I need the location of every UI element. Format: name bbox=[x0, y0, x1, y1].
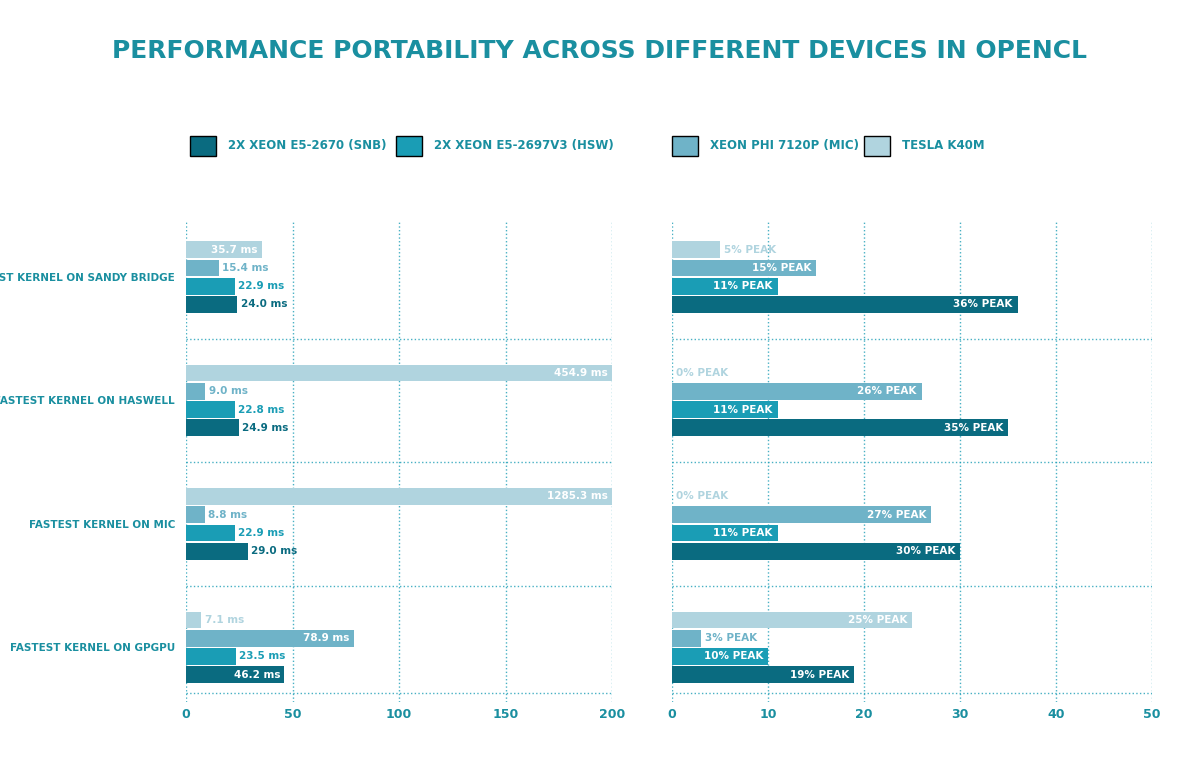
Bar bbox=[672, 296, 1018, 313]
Text: 78.9 ms: 78.9 ms bbox=[304, 633, 349, 643]
Text: 30% PEAK: 30% PEAK bbox=[896, 546, 955, 556]
Bar bbox=[186, 296, 238, 313]
Text: 22.9 ms: 22.9 ms bbox=[238, 528, 284, 538]
Text: 23.5 ms: 23.5 ms bbox=[240, 651, 286, 661]
Text: 2X XEON E5-2697V3 (HSW): 2X XEON E5-2697V3 (HSW) bbox=[434, 140, 614, 152]
Bar bbox=[672, 543, 960, 559]
Bar bbox=[186, 506, 205, 523]
Text: PERFORMANCE PORTABILITY ACROSS DIFFERENT DEVICES IN OPENCL: PERFORMANCE PORTABILITY ACROSS DIFFERENT… bbox=[113, 39, 1087, 62]
Bar bbox=[672, 629, 701, 647]
Text: 15% PEAK: 15% PEAK bbox=[752, 263, 811, 273]
Bar bbox=[186, 420, 239, 436]
Text: 454.9 ms: 454.9 ms bbox=[554, 368, 607, 378]
Text: TESLA K40M: TESLA K40M bbox=[902, 140, 985, 152]
Text: 5% PEAK: 5% PEAK bbox=[724, 245, 776, 254]
Text: 26% PEAK: 26% PEAK bbox=[858, 386, 917, 396]
Text: 36% PEAK: 36% PEAK bbox=[954, 300, 1013, 310]
Text: 9.0 ms: 9.0 ms bbox=[209, 386, 247, 396]
Text: 3% PEAK: 3% PEAK bbox=[704, 633, 757, 643]
Bar bbox=[672, 506, 931, 523]
Bar bbox=[186, 612, 202, 629]
Bar bbox=[186, 278, 235, 295]
Bar bbox=[186, 260, 218, 276]
Text: 2X XEON E5-2670 (SNB): 2X XEON E5-2670 (SNB) bbox=[228, 140, 386, 152]
Bar bbox=[672, 648, 768, 665]
Text: 0% PEAK: 0% PEAK bbox=[676, 368, 728, 378]
Bar bbox=[186, 666, 284, 683]
Text: 35% PEAK: 35% PEAK bbox=[944, 423, 1003, 433]
Text: XEON PHI 7120P (MIC): XEON PHI 7120P (MIC) bbox=[710, 140, 859, 152]
Bar bbox=[672, 420, 1008, 436]
Bar bbox=[186, 543, 247, 559]
Text: 22.8 ms: 22.8 ms bbox=[238, 405, 284, 414]
Text: 1285.3 ms: 1285.3 ms bbox=[547, 491, 607, 502]
Bar bbox=[186, 365, 612, 381]
Text: 11% PEAK: 11% PEAK bbox=[714, 528, 773, 538]
Bar bbox=[672, 383, 922, 399]
Bar bbox=[186, 488, 612, 505]
Bar bbox=[672, 666, 854, 683]
Bar bbox=[186, 241, 262, 258]
Bar bbox=[186, 401, 234, 418]
Text: 29.0 ms: 29.0 ms bbox=[251, 546, 298, 556]
Bar bbox=[186, 629, 354, 647]
Bar bbox=[672, 401, 778, 418]
Text: 11% PEAK: 11% PEAK bbox=[714, 405, 773, 414]
Bar bbox=[672, 612, 912, 629]
Text: 22.9 ms: 22.9 ms bbox=[238, 281, 284, 291]
Text: 11% PEAK: 11% PEAK bbox=[714, 281, 773, 291]
Text: 19% PEAK: 19% PEAK bbox=[791, 670, 850, 679]
Text: 10% PEAK: 10% PEAK bbox=[704, 651, 763, 661]
Text: 24.0 ms: 24.0 ms bbox=[240, 300, 287, 310]
Text: 8.8 ms: 8.8 ms bbox=[208, 510, 247, 519]
Text: 35.7 ms: 35.7 ms bbox=[211, 245, 258, 254]
Text: 7.1 ms: 7.1 ms bbox=[204, 615, 244, 625]
Bar bbox=[186, 648, 236, 665]
Text: 46.2 ms: 46.2 ms bbox=[234, 670, 280, 679]
Text: 24.9 ms: 24.9 ms bbox=[242, 423, 289, 433]
Bar bbox=[186, 525, 235, 541]
Bar bbox=[186, 383, 205, 399]
Bar bbox=[672, 525, 778, 541]
Text: 25% PEAK: 25% PEAK bbox=[848, 615, 907, 625]
Bar bbox=[672, 278, 778, 295]
Bar bbox=[672, 241, 720, 258]
Text: 0% PEAK: 0% PEAK bbox=[676, 491, 728, 502]
Bar bbox=[672, 260, 816, 276]
Text: 27% PEAK: 27% PEAK bbox=[866, 510, 926, 519]
Text: 15.4 ms: 15.4 ms bbox=[222, 263, 269, 273]
